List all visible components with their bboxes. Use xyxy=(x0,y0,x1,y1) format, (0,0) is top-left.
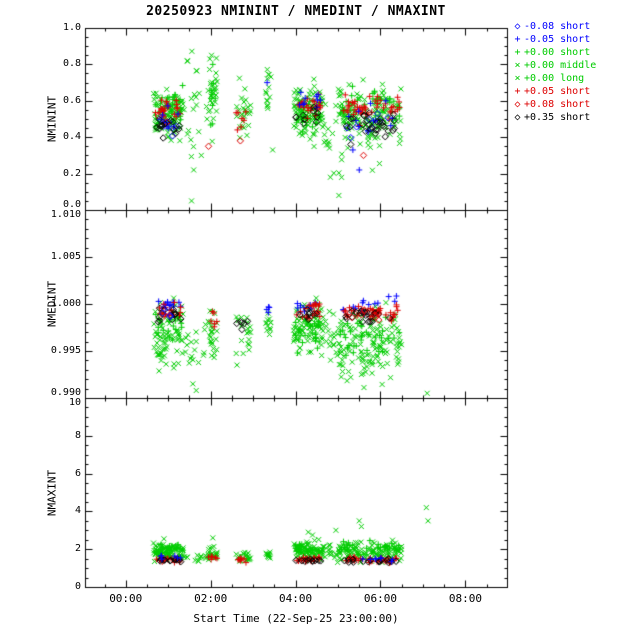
chart-title: 20250923 NMININT / NMEDINT / NMAXINT xyxy=(146,4,446,19)
y-tick-label: 4 xyxy=(74,505,81,517)
y-tick-label: 0.990 xyxy=(50,387,81,398)
y-tick-label: 0.2 xyxy=(62,167,81,179)
legend-marker-diamond-icon: ◇ xyxy=(514,99,521,110)
legend-label: -0.08 short xyxy=(524,21,591,32)
legend-marker-plus-icon: + xyxy=(514,47,521,58)
legend-label: +0.08 short xyxy=(524,99,591,110)
x-tick-label: 06:00 xyxy=(363,592,398,605)
x-tick-label: 04:00 xyxy=(279,592,313,605)
legend-label: +0.00 long xyxy=(524,73,585,84)
legend-item: ◇ -0.08 short xyxy=(511,20,596,33)
legend-label: +0.05 short xyxy=(524,86,591,97)
legend-item: + +0.00 short xyxy=(511,46,596,59)
legend-marker-diamond-icon: ◇ xyxy=(514,21,521,32)
x-axis-title: Start Time (22-Sep-25 23:00:00) xyxy=(193,612,399,625)
y-tick-label: 0 xyxy=(74,581,81,592)
y-axis-title: NMININT xyxy=(45,95,59,143)
legend-item: + +0.05 short xyxy=(511,85,596,98)
y-tick-label: 2 xyxy=(74,543,81,555)
legend-marker-plus-icon: + xyxy=(514,34,521,45)
y-tick-label: 0.4 xyxy=(62,131,81,143)
y-axis-title: NMAXINT xyxy=(45,469,59,516)
legend-label: +0.35 short xyxy=(524,112,591,123)
legend-marker-cross-icon: × xyxy=(514,73,521,84)
x-tick-label: 08:00 xyxy=(448,592,482,605)
y-tick-label: 1.0 xyxy=(62,22,81,33)
y-tick-label: 8 xyxy=(74,429,81,441)
legend-item: × +0.00 long xyxy=(511,72,596,85)
y-tick-label: 10 xyxy=(68,397,81,408)
legend-item: + -0.05 short xyxy=(511,33,596,46)
legend-marker-plus-icon: + xyxy=(514,86,521,97)
x-tick-label: 02:00 xyxy=(194,592,228,605)
legend-label: -0.05 short xyxy=(524,34,591,45)
y-tick-label: 0.8 xyxy=(62,58,81,70)
y-tick-label: 1.000 xyxy=(50,298,81,309)
legend-marker-diamond-icon: ◇ xyxy=(514,112,521,123)
y-axis-title: NMEDINT xyxy=(45,280,59,328)
legend-marker-cross-icon: × xyxy=(514,60,521,71)
legend-item: ◇ +0.35 short xyxy=(511,111,596,124)
legend-item: ◇ +0.08 short xyxy=(511,98,596,111)
y-tick-label: 1.005 xyxy=(50,251,81,262)
legend-label: +0.00 middle xyxy=(524,60,597,71)
y-tick-label: 0.0 xyxy=(62,199,81,210)
y-tick-label: 6 xyxy=(74,467,81,479)
y-tick-label: 0.995 xyxy=(50,345,81,356)
y-tick-label: 0.6 xyxy=(62,94,81,106)
legend-label: +0.00 short xyxy=(524,47,591,58)
legend: ◇ -0.08 short + -0.05 short + +0.00 short × +0.… xyxy=(511,20,596,124)
x-tick-label: 00:00 xyxy=(109,592,143,605)
legend-item: × +0.00 middle xyxy=(511,59,596,72)
y-tick-label: 1.010 xyxy=(50,209,81,220)
